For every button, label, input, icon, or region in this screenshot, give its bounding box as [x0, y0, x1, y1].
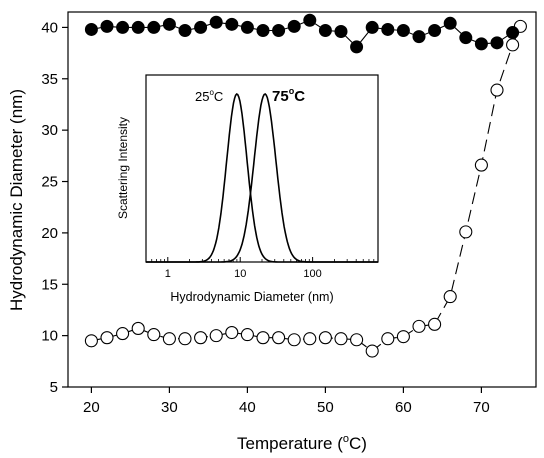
- y-tick-label: 40: [41, 19, 58, 36]
- series-open-point: [162, 332, 176, 346]
- y-tick-label: 10: [41, 328, 58, 345]
- series-open-point: [459, 225, 473, 239]
- inset-annotation-75c-degree: o: [289, 86, 295, 96]
- series-open-point: [396, 330, 410, 344]
- series-filled-point: [350, 40, 364, 54]
- x-axis-label: Temperature (oC): [237, 433, 367, 453]
- series-open-point: [506, 38, 520, 52]
- x-axis-label-end: C): [349, 434, 367, 453]
- x-tick-label: 30: [161, 399, 178, 416]
- series-open-point: [178, 332, 192, 346]
- x-axis-label-degree: o: [343, 433, 349, 445]
- series-open-point: [287, 333, 301, 347]
- series-filled-point: [84, 22, 98, 36]
- y-tick-label: 30: [41, 122, 58, 139]
- inset-annotation-75c-end: C: [294, 88, 305, 105]
- x-tick-label: 60: [395, 399, 412, 416]
- series-filled-point: [131, 20, 145, 34]
- series-filled-point: [474, 37, 488, 51]
- x-tick-label: 40: [239, 399, 256, 416]
- series-open-point: [318, 331, 332, 345]
- series-open-point: [225, 325, 239, 340]
- y-tick-label: 15: [41, 276, 58, 293]
- series-open-point: [412, 319, 426, 333]
- series-open-point: [240, 328, 254, 342]
- inset-x-tick-label: 10: [234, 268, 246, 280]
- series-filled-point: [412, 30, 426, 44]
- series-filled-point: [256, 23, 270, 37]
- inset-annotation-25c: 25oC: [195, 88, 223, 104]
- series-open-point: [365, 344, 379, 358]
- y-tick-label: 35: [41, 71, 58, 88]
- series-filled-point: [365, 20, 379, 34]
- x-tick-label: 50: [317, 399, 334, 416]
- series-filled-point: [178, 23, 192, 37]
- series-filled-point: [303, 13, 317, 27]
- series-filled-point: [334, 25, 348, 39]
- y-tick-label: 25: [41, 174, 58, 191]
- series-open-point: [272, 331, 286, 345]
- series-open-point: [147, 328, 161, 342]
- series-open-point: [334, 332, 348, 346]
- inset-y-axis-label: Scattering Intensity: [116, 117, 130, 219]
- main-axis-ticks: 20 30 40 50 60 70 5 10 15 20 25 30 35 40: [41, 19, 489, 416]
- x-tick-label: 20: [83, 399, 100, 416]
- inset-x-tick-label: 1: [165, 268, 171, 280]
- series-filled-point: [162, 17, 176, 31]
- series-open-point: [116, 327, 130, 341]
- series-open-point: [474, 158, 488, 172]
- series-filled-point: [225, 17, 239, 31]
- inset-plot: 1 10 100 25oC 75oC Scattering Intensity Hy…: [116, 74, 379, 304]
- series-filled-point: [209, 15, 223, 29]
- main-plot: 20 30 40 50 60 70 5 10 15 20 25 30 35 40 Hydrodynamic…: [7, 11, 537, 453]
- series-filled-point: [240, 20, 254, 34]
- main-series-group: [84, 13, 527, 358]
- x-axis-label-main: Temperature (: [237, 434, 343, 453]
- series-filled-point: [396, 23, 410, 37]
- series-filled-point: [318, 23, 332, 37]
- series-open-point: [303, 332, 317, 346]
- main-plot-frame: [67, 11, 537, 388]
- inset-plot-background: [145, 74, 379, 263]
- series-open-point: [194, 331, 208, 345]
- inset-annotation-25c-end: C: [214, 89, 223, 104]
- series-filled-point: [194, 20, 208, 34]
- series-open-point: [84, 334, 98, 348]
- series-filled-point: [428, 23, 442, 37]
- series-filled-point: [490, 36, 504, 50]
- inset-annotation-75c: 75oC: [272, 86, 305, 105]
- inset-annotation-25c-degree: o: [209, 88, 214, 97]
- series-filled-point: [381, 22, 395, 36]
- series-open-point: [428, 317, 442, 331]
- inset-annotation-25c-main: 25: [195, 89, 209, 104]
- series-filled-point: [116, 20, 130, 34]
- series-open-point: [131, 321, 145, 335]
- inset-annotation-75c-main: 75: [272, 88, 289, 105]
- inset-series-group: [146, 92, 378, 263]
- inset-axis-ticks: 1 10 100: [145, 257, 379, 280]
- inset-x-tick-label: 100: [303, 268, 321, 280]
- y-axis-label: Hydrodynamic Diameter (nm): [7, 89, 26, 311]
- series-filled-point: [100, 19, 114, 33]
- series-open-point: [443, 290, 457, 304]
- series-open-point: [350, 333, 364, 347]
- series-open-point: [209, 329, 223, 343]
- x-tick-label: 70: [473, 399, 490, 416]
- series-filled-line: [91, 19, 513, 48]
- inset-x-axis-label: Hydrodynamic Diameter (nm): [170, 290, 333, 304]
- series-filled-point: [443, 16, 457, 30]
- inset-curve-75c: [146, 92, 378, 263]
- y-tick-label: 20: [41, 225, 58, 242]
- series-filled-point: [272, 23, 286, 37]
- series-filled-point: [287, 19, 301, 33]
- series-filled-point: [506, 26, 520, 40]
- series-filled-point: [147, 20, 161, 34]
- series-open-point: [256, 331, 270, 345]
- series-filled-point: [459, 31, 473, 45]
- y-tick-label: 5: [50, 379, 58, 396]
- series-open-point: [490, 83, 504, 97]
- series-open-point: [100, 331, 114, 345]
- series-open-point: [381, 332, 395, 346]
